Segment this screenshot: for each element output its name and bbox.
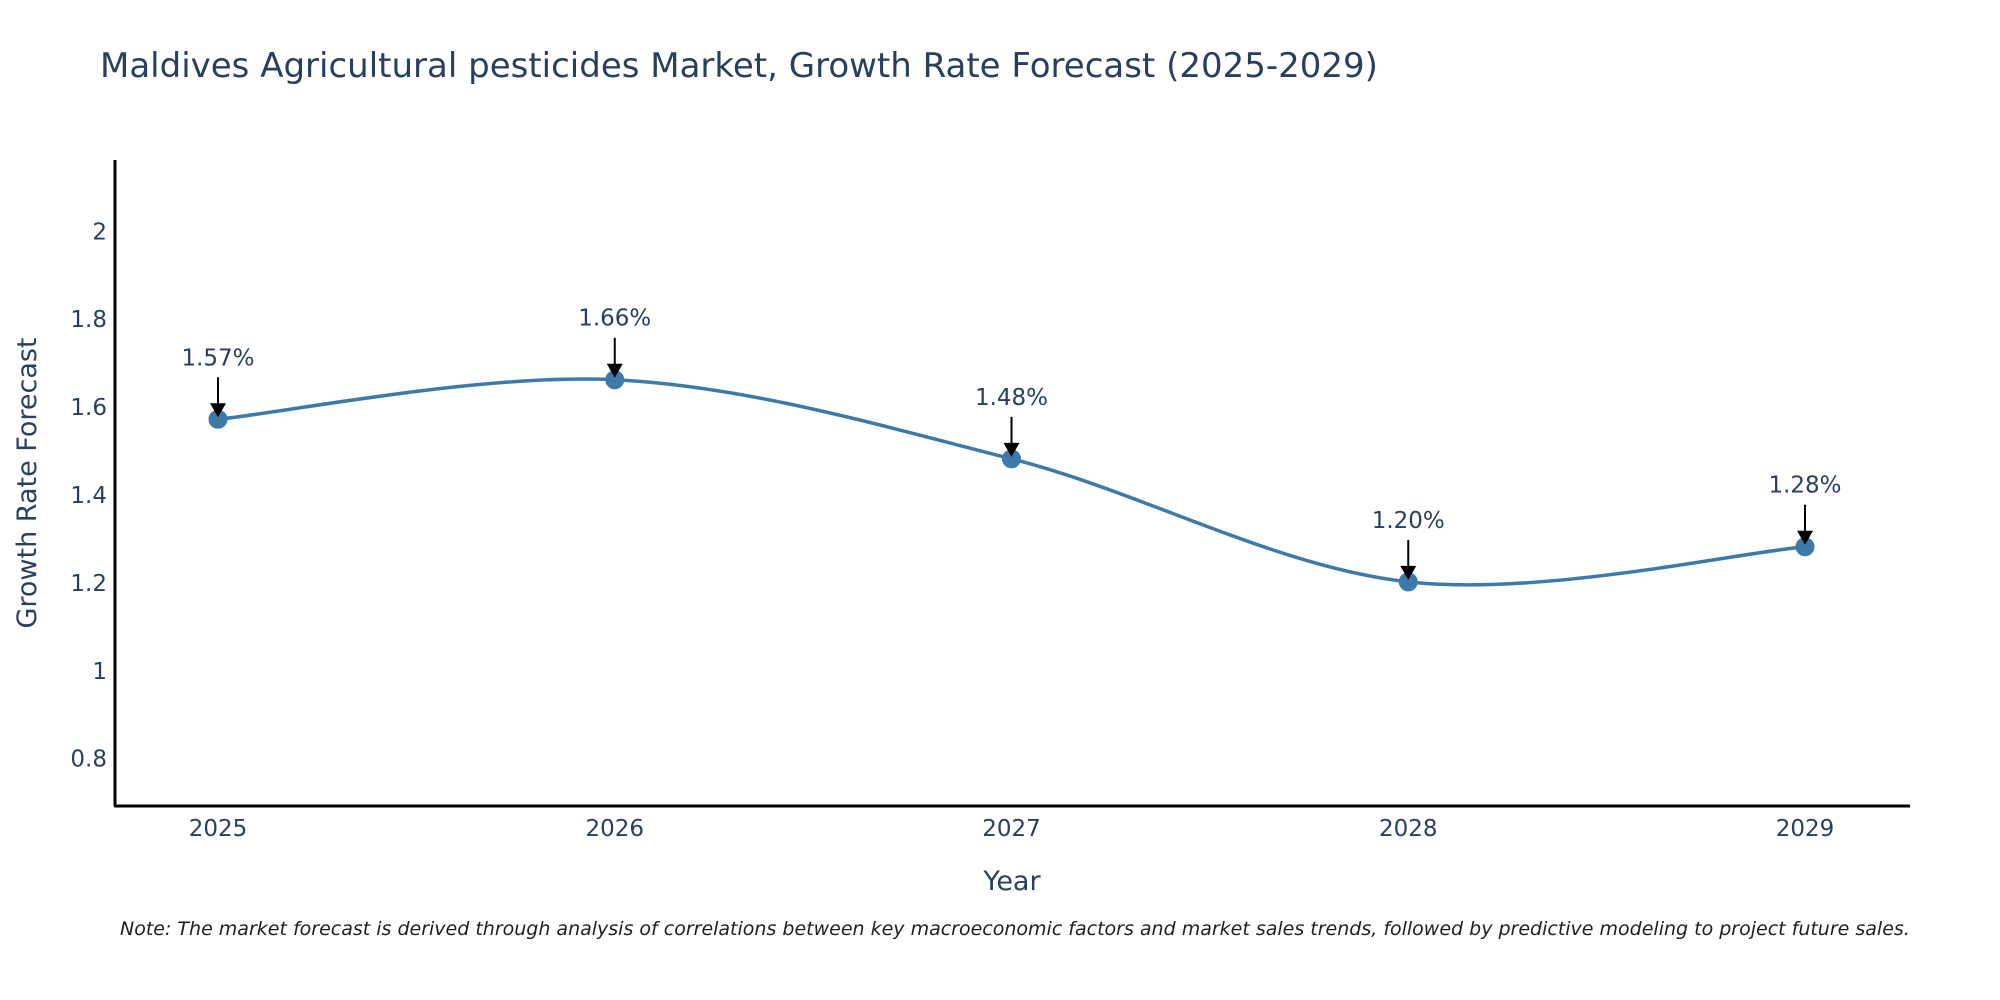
y-tick-label: 1 [92,659,107,685]
chart-title: Maldives Agricultural pesticides Market,… [100,46,1378,86]
data-annotations: 1.57% 1.66% 1.48% 1.20% 1.28% [181,306,1842,580]
annotation-arrow-head [1797,530,1813,545]
y-axis-ticks: 0.8 1 1.2 1.4 1.6 1.8 2 [70,219,107,772]
annotation-arrow-head [1400,565,1417,580]
y-tick-label: 1.8 [70,307,107,333]
annotation-arrow-head [1003,442,1020,457]
y-axis-label: Growth Rate Forecast [12,337,43,628]
y-tick-label: 1.2 [70,571,107,597]
data-label: 1.66% [578,306,651,332]
y-tick-label: 1.4 [70,483,107,509]
y-tick-label: 1.6 [70,395,107,421]
x-tick-label: 2028 [1379,816,1438,842]
y-tick-label: 2 [92,219,107,245]
annotation-arrow-head [606,363,623,378]
forecast-note: Note: The market forecast is derived thr… [120,918,1910,940]
x-axis-ticks: 2025 2026 2027 2028 2029 [189,816,1835,842]
x-tick-label: 2026 [585,816,644,842]
x-axis-label: Year [982,866,1041,897]
y-tick-label: 0.8 [70,747,107,773]
data-label: 1.48% [975,385,1048,411]
x-tick-label: 2027 [982,816,1041,842]
x-tick-label: 2029 [1776,816,1835,842]
data-label: 1.20% [1372,508,1445,534]
data-label: 1.57% [181,345,254,371]
annotation-arrow-head [210,403,226,418]
x-tick-label: 2025 [189,816,248,842]
data-label: 1.28% [1768,473,1841,499]
